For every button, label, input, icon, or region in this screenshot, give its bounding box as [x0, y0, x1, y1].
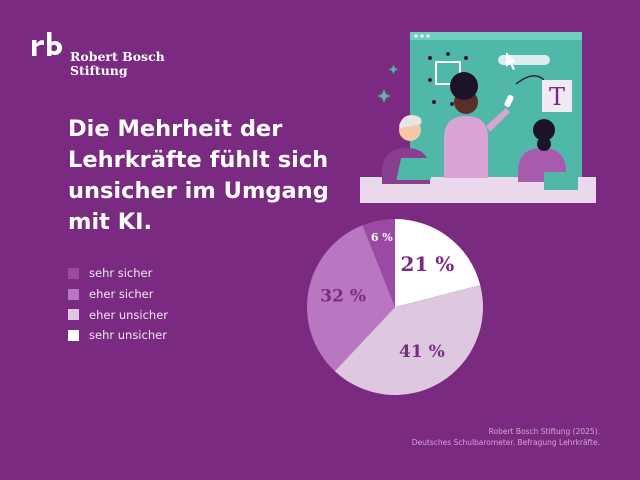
screen-letter-icon: T — [549, 83, 565, 111]
legend-swatch — [68, 329, 79, 341]
legend-item: eher unsicher — [68, 304, 168, 325]
cursor-icon — [506, 52, 516, 70]
pie-slice — [334, 285, 483, 396]
source-line-1: Robert Bosch Stiftung (2025). — [488, 427, 600, 436]
title-line-3: unsicher im Umgang — [68, 178, 329, 204]
brand-logo: Robert Bosch Stiftung — [32, 32, 165, 78]
legend-swatch — [68, 309, 79, 321]
title-line-2: Lehrkräfte fühlt sich — [68, 147, 329, 173]
teachers-with-screen-illustration: T — [360, 32, 596, 203]
source-note: Robert Bosch Stiftung (2025). Deutsches … — [412, 426, 600, 448]
pie-slice — [395, 219, 481, 307]
right-teacher — [518, 119, 578, 190]
pie-slice — [362, 219, 395, 307]
legend-label: sehr sicher — [89, 266, 153, 281]
sparkle-icon — [377, 64, 399, 103]
legend-label: eher unsicher — [89, 307, 169, 322]
brand-name-line1: Robert Bosch — [70, 49, 165, 64]
source-line-2: Deutsches Schulbarometer. Befragung Lehr… — [411, 438, 600, 447]
pie-data-label: 41 % — [399, 342, 445, 362]
pie-slice — [307, 225, 395, 372]
brand-name-line2: Stiftung — [70, 63, 128, 78]
pie-data-label: 6 % — [371, 231, 393, 244]
brand-name: Robert Bosch Stiftung — [70, 50, 165, 78]
legend-swatch — [68, 288, 79, 300]
chart-legend: sehr sicher eher sicher eher unsicher sehr … — [68, 263, 168, 346]
standing-teacher — [444, 72, 514, 178]
rb-monogram-icon — [32, 32, 63, 56]
pie-data-label: 21 % — [400, 252, 454, 276]
legend-item: eher sicher — [68, 284, 168, 305]
legend-swatch — [68, 267, 79, 279]
pie-chart: 21 % 41 % 32 % 6 % — [307, 219, 483, 396]
legend-item: sehr sicher — [68, 263, 168, 284]
legend-item: sehr unsicher — [68, 325, 168, 346]
page-title: Die Mehrheit der Lehrkräfte fühlt sich u… — [68, 114, 368, 238]
legend-label: sehr unsicher — [89, 328, 167, 343]
left-teacher — [382, 115, 436, 184]
pie-data-label: 32 % — [320, 287, 366, 307]
title-line-1: Die Mehrheit der — [68, 116, 283, 142]
legend-label: eher sicher — [89, 287, 154, 302]
title-line-4: mit KI. — [68, 209, 153, 235]
